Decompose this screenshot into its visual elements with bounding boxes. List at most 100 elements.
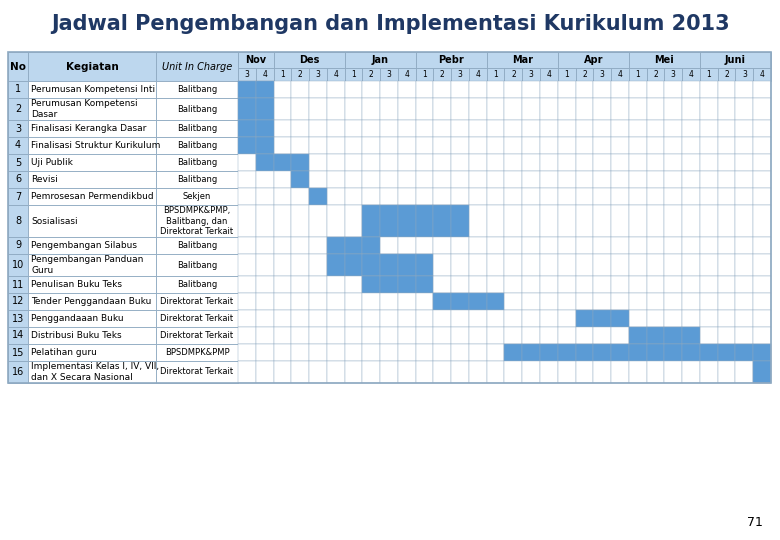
Text: 4: 4 (262, 70, 267, 79)
Text: 13: 13 (12, 314, 24, 323)
Bar (576, 98, 594, 120)
Bar (238, 120, 256, 137)
Bar (256, 154, 274, 171)
Bar (611, 310, 629, 327)
Bar (291, 361, 309, 383)
Bar (505, 276, 523, 293)
Bar (700, 361, 718, 383)
Bar (434, 81, 451, 98)
Bar (398, 137, 416, 154)
Bar (291, 237, 309, 254)
Bar (718, 344, 736, 361)
Bar (611, 276, 629, 293)
Bar (380, 344, 398, 361)
Bar (309, 310, 327, 327)
Bar (487, 81, 505, 98)
Bar (309, 98, 327, 120)
Bar (718, 327, 736, 344)
Bar (629, 254, 647, 276)
Bar (505, 361, 523, 383)
Text: Revisi: Revisi (31, 175, 58, 184)
Bar (156, 327, 238, 344)
Bar (238, 254, 256, 276)
Bar (576, 120, 594, 137)
Bar (594, 254, 611, 276)
Bar (398, 237, 416, 254)
Bar (434, 98, 451, 120)
Text: 2: 2 (369, 70, 374, 79)
Bar (309, 344, 327, 361)
Text: Jan: Jan (371, 55, 388, 65)
Bar (363, 98, 380, 120)
Bar (309, 205, 327, 237)
Bar (416, 276, 434, 293)
Bar (753, 98, 771, 120)
Bar (665, 120, 682, 137)
Bar (594, 276, 611, 293)
Bar (647, 276, 665, 293)
Bar (398, 327, 416, 344)
Bar (523, 293, 540, 310)
Bar (451, 293, 469, 310)
Bar (611, 68, 629, 81)
Bar (629, 310, 647, 327)
Bar (309, 237, 327, 254)
Bar (718, 293, 736, 310)
Bar (256, 68, 274, 81)
Bar (629, 120, 647, 137)
Bar (291, 254, 309, 276)
Bar (238, 98, 256, 120)
Bar (156, 52, 238, 81)
Bar (434, 344, 451, 361)
Bar (753, 327, 771, 344)
Text: 4: 4 (689, 70, 693, 79)
Text: Distribusi Buku Teks: Distribusi Buku Teks (31, 331, 122, 340)
Bar (156, 276, 238, 293)
Bar (469, 276, 487, 293)
Bar (28, 137, 156, 154)
Bar (576, 254, 594, 276)
Bar (363, 254, 380, 276)
Text: 9: 9 (15, 240, 21, 251)
Bar (736, 205, 753, 237)
Bar (753, 205, 771, 237)
Bar (309, 276, 327, 293)
Bar (558, 344, 576, 361)
Bar (156, 154, 238, 171)
Bar (416, 310, 434, 327)
Bar (434, 361, 451, 383)
Bar (736, 188, 753, 205)
Bar (594, 344, 611, 361)
Bar (540, 68, 558, 81)
Bar (540, 81, 558, 98)
Bar (434, 205, 451, 237)
Bar (8, 98, 28, 120)
Text: 6: 6 (15, 174, 21, 185)
Bar (256, 361, 274, 383)
Bar (434, 120, 451, 137)
Bar (505, 154, 523, 171)
Bar (274, 154, 291, 171)
Text: 7: 7 (15, 192, 21, 201)
Bar (540, 237, 558, 254)
Bar (380, 254, 398, 276)
Bar (434, 310, 451, 327)
Bar (327, 327, 345, 344)
Bar (611, 344, 629, 361)
Bar (363, 205, 380, 237)
Bar (28, 254, 156, 276)
Bar (523, 81, 540, 98)
Bar (309, 361, 327, 383)
Bar (327, 237, 345, 254)
Bar (8, 327, 28, 344)
Bar (540, 344, 558, 361)
Text: Apr: Apr (583, 55, 603, 65)
Text: Pengembangan Panduan
Guru: Pengembangan Panduan Guru (31, 255, 144, 275)
Bar (28, 120, 156, 137)
Bar (327, 254, 345, 276)
Bar (156, 293, 238, 310)
Bar (398, 188, 416, 205)
Text: 3: 3 (600, 70, 604, 79)
Bar (327, 237, 345, 254)
Bar (629, 171, 647, 188)
